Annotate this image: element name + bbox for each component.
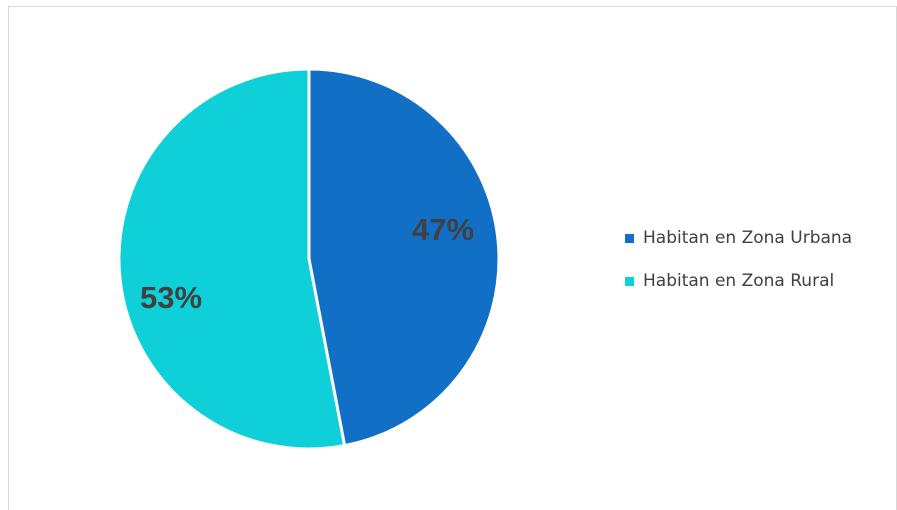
legend-swatch-urbana bbox=[625, 233, 634, 243]
legend-swatch-rural bbox=[625, 276, 634, 286]
pie-labels: 47% 53% bbox=[140, 212, 474, 315]
legend-label-rural: Habitan en Zona Rural bbox=[643, 271, 835, 291]
slice-label-urbana: 47% bbox=[412, 212, 474, 247]
legend-label-urbana: Habitan en Zona Urbana bbox=[643, 228, 853, 248]
pie-slice-rural bbox=[117, 67, 347, 451]
slice-label-rural: 53% bbox=[140, 280, 202, 315]
legend: Habitan en Zona Urbana Habitan en Zona R… bbox=[625, 226, 852, 312]
legend-item-rural: Habitan en Zona Rural bbox=[625, 269, 852, 293]
legend-item-urbana: Habitan en Zona Urbana bbox=[625, 226, 852, 250]
pie-slices bbox=[117, 67, 501, 451]
pie-slice-urbana bbox=[307, 67, 501, 448]
